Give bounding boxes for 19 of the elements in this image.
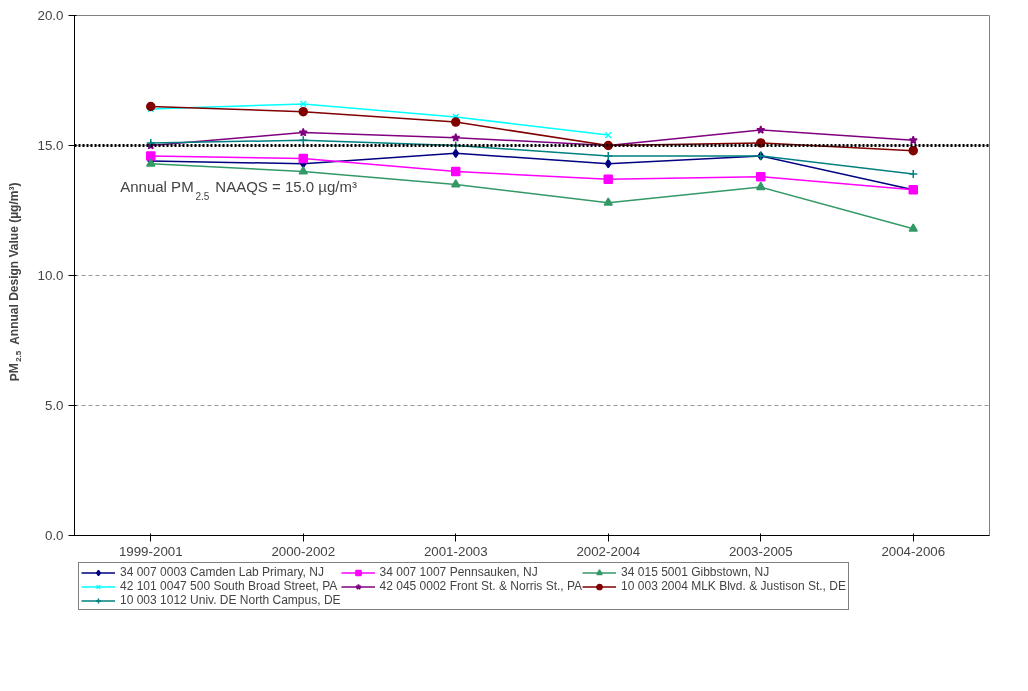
x-tick-label: 2004-2006 — [881, 543, 946, 559]
x-tick-label: 1999-2001 — [118, 543, 183, 559]
legend-label: 34 007 0003 Camden Lab Primary, NJ — [120, 565, 324, 579]
x-tick-label: 2002-2004 — [576, 543, 641, 559]
legend-label: 10 003 1012 Univ. DE North Campus, DE — [120, 593, 341, 607]
y-tick-label: 10.0 — [37, 268, 64, 283]
x-tick-label: 2000-2002 — [271, 543, 336, 559]
legend-label: 42 045 0002 Front St. & Norris St., PA — [379, 579, 583, 593]
x-tick-label: 2001-2003 — [423, 543, 488, 559]
y-axis-title: PM2.5 Annual Design Value (µg/m³) — [7, 182, 24, 382]
y-tick-label: 0.0 — [44, 528, 64, 543]
y-tick-label: 15.0 — [37, 138, 64, 153]
y-tick-label: 20.0 — [37, 8, 64, 23]
y-tick-label: 5.0 — [44, 398, 64, 413]
legend-label: 10 003 2004 MLK Blvd. & Justison St., DE — [621, 579, 846, 593]
legend-label: 34 015 5001 Gibbstown, NJ — [621, 565, 770, 579]
legend-label: 34 007 1007 Pennsauken, NJ — [379, 565, 538, 579]
legend-label: 42 101 0047 500 South Broad Street, PA — [120, 579, 338, 593]
x-tick-label: 2003-2005 — [728, 543, 793, 559]
